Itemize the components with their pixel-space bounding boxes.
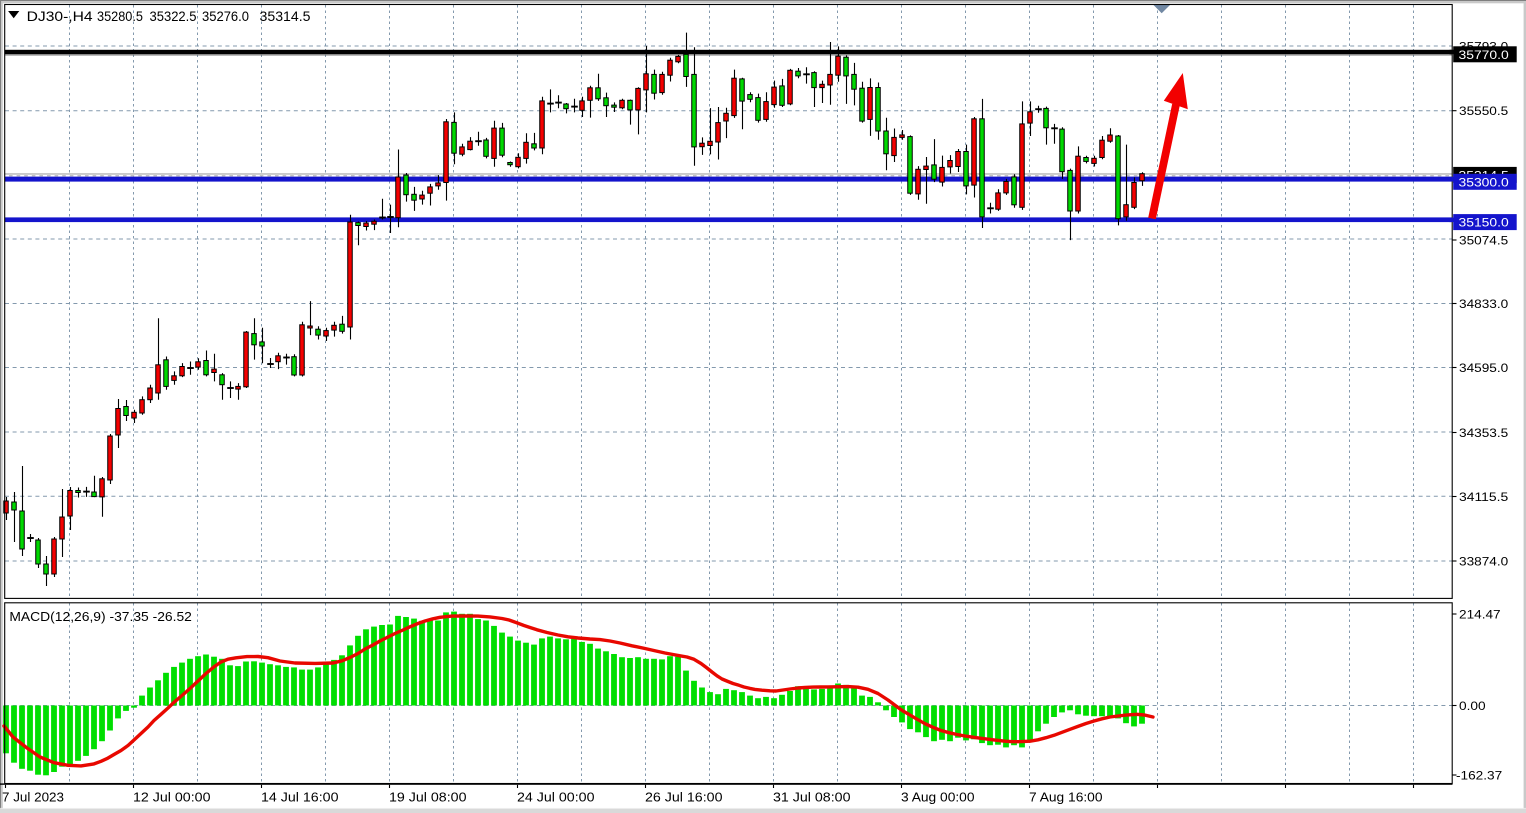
svg-text:7 Jul 2023: 7 Jul 2023 bbox=[2, 790, 64, 805]
svg-text:12 Jul 00:00: 12 Jul 00:00 bbox=[133, 790, 211, 805]
svg-text:3 Aug 00:00: 3 Aug 00:00 bbox=[901, 790, 975, 805]
svg-text:35280.5: 35280.5 bbox=[97, 8, 143, 24]
svg-text:35314.5: 35314.5 bbox=[260, 8, 311, 24]
svg-text:31 Jul 08:00: 31 Jul 08:00 bbox=[773, 790, 851, 805]
svg-text:0.00: 0.00 bbox=[1459, 699, 1486, 713]
svg-text:DJ30-,H4: DJ30-,H4 bbox=[27, 8, 93, 24]
svg-text:MACD(12,26,9) -37.35 -26.52: MACD(12,26,9) -37.35 -26.52 bbox=[9, 609, 192, 624]
svg-text:24 Jul 00:00: 24 Jul 00:00 bbox=[517, 790, 595, 805]
svg-text:35150.0: 35150.0 bbox=[1459, 216, 1509, 230]
svg-text:7 Aug 16:00: 7 Aug 16:00 bbox=[1029, 790, 1103, 805]
svg-text:26 Jul 16:00: 26 Jul 16:00 bbox=[645, 790, 723, 805]
svg-text:34353.5: 34353.5 bbox=[1459, 426, 1508, 440]
svg-text:-162.37: -162.37 bbox=[1456, 768, 1502, 782]
svg-text:35550.5: 35550.5 bbox=[1459, 104, 1508, 118]
svg-text:19 Jul 08:00: 19 Jul 08:00 bbox=[389, 790, 467, 805]
svg-text:34833.0: 34833.0 bbox=[1459, 297, 1508, 311]
svg-text:214.47: 214.47 bbox=[1459, 607, 1501, 621]
svg-text:35276.0: 35276.0 bbox=[202, 8, 249, 24]
svg-text:14 Jul 16:00: 14 Jul 16:00 bbox=[261, 790, 339, 805]
svg-text:35322.5: 35322.5 bbox=[150, 8, 197, 24]
svg-text:34595.0: 34595.0 bbox=[1459, 361, 1508, 375]
svg-text:35074.5: 35074.5 bbox=[1459, 233, 1508, 247]
svg-text:35300.0: 35300.0 bbox=[1459, 175, 1509, 189]
svg-text:34115.5: 34115.5 bbox=[1459, 490, 1508, 504]
svg-text:35770.0: 35770.0 bbox=[1459, 48, 1509, 62]
svg-text:33874.0: 33874.0 bbox=[1459, 554, 1508, 568]
